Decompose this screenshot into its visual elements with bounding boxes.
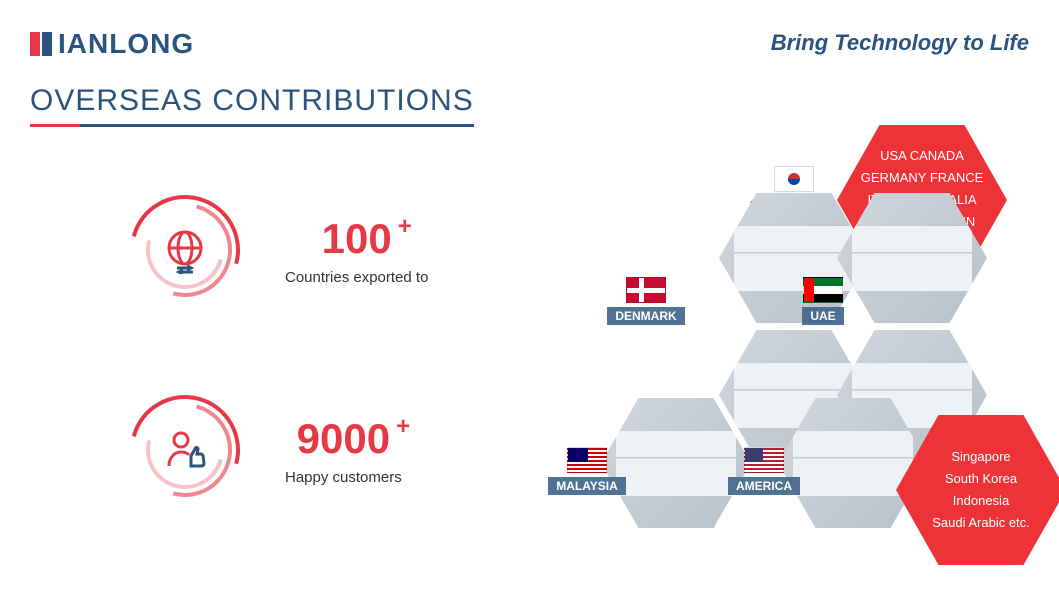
hex-caption: AMERICA <box>728 477 800 495</box>
hex-caption: DENMARK <box>607 307 684 325</box>
flag-kr-icon <box>774 166 814 192</box>
stat-customers: 9000+ Happy customers <box>130 395 428 505</box>
stat-customers-label: Happy customers <box>285 469 402 486</box>
stat-countries-label: Countries exported to <box>285 269 428 286</box>
stat-countries: 100+ Countries exported to <box>130 195 428 305</box>
user-thumbs-up-icon <box>130 395 240 505</box>
stat-customers-value: 9000+ <box>297 415 390 463</box>
section-title: OVERSEAS CONTRIBUTIONS <box>30 84 474 127</box>
hex-dk: DENMARK <box>601 262 691 340</box>
hex-caption: UAE <box>802 307 843 325</box>
flag-ae-icon <box>803 277 843 303</box>
stats-column: 100+ Countries exported to 9000+ Happy c… <box>130 195 428 595</box>
country-list-line: GERMANY FRANCE <box>861 167 984 189</box>
country-list-line: USA CANADA <box>880 145 964 167</box>
brand-tagline: Bring Technology to Life <box>771 30 1029 56</box>
logo-mark-icon <box>30 32 54 56</box>
country-list-line: Saudi Arabic etc. <box>932 512 1030 534</box>
hex-ae: UAE <box>778 262 868 340</box>
hex-caption: MALAYSIA <box>548 477 626 495</box>
country-list-line: Indonesia <box>953 490 1009 512</box>
hex-us: AMERICA <box>719 432 809 510</box>
globe-icon <box>130 195 240 305</box>
hex-grid: SOUTH KOREAUSA CANADAGERMANY FRANCEITALY… <box>482 125 1042 585</box>
country-list-line: South Korea <box>945 468 1017 490</box>
stat-countries-value: 100+ <box>322 215 392 263</box>
brand-name: IANLONG <box>58 28 194 60</box>
flag-my-icon <box>567 447 607 473</box>
brand-logo: IANLONG <box>30 28 194 60</box>
hex-my: MALAYSIA <box>542 432 632 510</box>
flag-us-icon <box>744 447 784 473</box>
country-list-line: Singapore <box>951 446 1010 468</box>
flag-dk-icon <box>626 277 666 303</box>
